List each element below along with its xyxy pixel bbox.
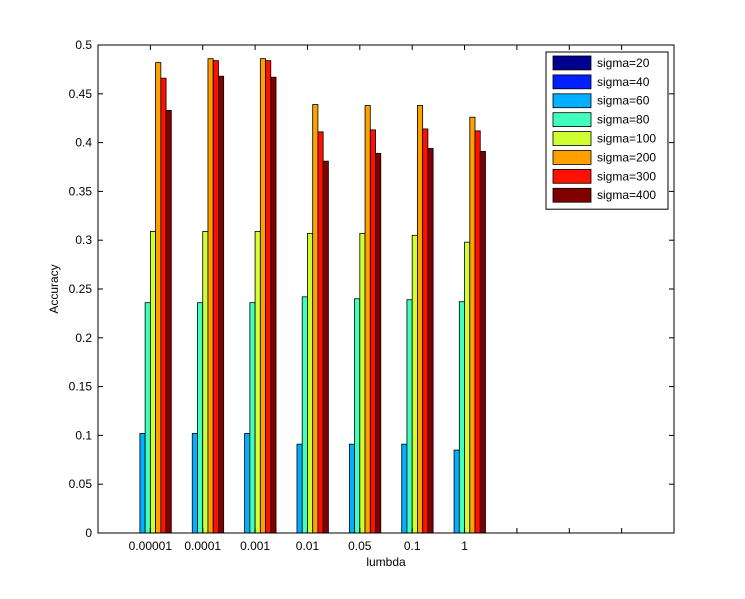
bar-sigma-200-0.00001	[155, 62, 162, 534]
bar-sigma-100-0.1	[411, 234, 418, 534]
y-tick-label: 0.35	[69, 184, 93, 198]
y-axis: 0 0.05 0.1 0.15 0.2 0.25 0.3 0.35 0.4 0.45 0.5	[69, 38, 674, 540]
legend-swatch	[552, 131, 592, 146]
legend-label: sigma=20	[597, 56, 650, 70]
x-tick-label: 0.1	[404, 539, 421, 553]
bar-sigma-400-0.0001	[218, 75, 225, 534]
legend-swatch	[552, 74, 592, 90]
bar-sigma-300-0.01	[317, 131, 324, 534]
bar-sigma-400-0.05	[375, 152, 382, 534]
bar-sigma-200-0.1	[417, 105, 424, 534]
bar-sigma-60-0.1	[401, 443, 408, 534]
bar-sigma-80-0.01	[301, 296, 308, 534]
y-tick-label: 0.1	[75, 428, 92, 442]
bar-sigma-400-0.01	[322, 160, 329, 534]
y-tick-label: 0.25	[69, 282, 93, 296]
bar-sigma-300-0.001	[265, 60, 272, 534]
legend-label: sigma=300	[597, 169, 656, 183]
bar-sigma-80-0.1	[406, 299, 413, 534]
y-tick-label: 0	[85, 526, 92, 540]
bar-sigma-300-0.00001	[160, 77, 167, 534]
legend-swatch	[552, 55, 592, 71]
bar-sigma-400-0.001	[270, 76, 277, 534]
bar-sigma-400-1	[479, 150, 486, 534]
bar-sigma-60-1	[453, 449, 460, 534]
legend-label: sigma=100	[597, 132, 656, 146]
bar-sigma-200-0.05	[364, 105, 371, 534]
y-tick-label: 0.05	[69, 477, 93, 491]
legend-swatch	[552, 112, 592, 127]
bar-sigma-300-0.1	[422, 128, 429, 534]
legend-label: sigma=60	[597, 94, 650, 108]
bar-sigma-80-0.0001	[197, 302, 204, 534]
bar-sigma-100-0.001	[254, 231, 261, 534]
legend-label: sigma=80	[597, 113, 650, 127]
y-tick-label: 0.45	[69, 87, 93, 101]
bar-sigma-80-0.00001	[144, 302, 151, 534]
bar-sigma-100-0.00001	[149, 231, 157, 534]
x-tick-label: 0.01	[296, 539, 320, 553]
x-tick-label: 1	[461, 539, 468, 553]
y-tick-label: 0.2	[75, 331, 92, 345]
bar-sigma-100-0.01	[307, 232, 314, 534]
x-axis: 0.00001 0.0001 0.001 0.01 0.05 0.1 1	[129, 45, 623, 553]
bar-sigma-200-0.01	[312, 104, 319, 534]
bar-sigma-100-0.0001	[202, 231, 209, 534]
bar-sigma-80-0.001	[249, 302, 256, 534]
bar-sigma-300-0.0001	[212, 60, 219, 534]
bar-sigma-200-1	[469, 116, 476, 534]
bar-sigma-400-0.00001	[165, 109, 172, 534]
bar-sigma-200-0.001	[259, 58, 266, 534]
bar-sigma-60-0.0001	[191, 433, 198, 534]
bar-sigma-80-1	[458, 301, 465, 534]
legend-swatch	[552, 187, 592, 203]
legend-swatch	[552, 168, 592, 184]
legend: sigma=20 sigma=40 sigma=60 sigma=80 sigma=10…	[545, 51, 669, 210]
bar-sigma-80-0.05	[354, 298, 361, 534]
x-tick-label: 0.001	[240, 539, 270, 553]
bar-sigma-60-0.00001	[139, 433, 146, 534]
legend-label: sigma=40	[597, 75, 650, 89]
x-tick-label: 0.05	[348, 539, 372, 553]
bar-sigma-400-0.1	[427, 148, 434, 534]
y-tick-label: 0.15	[69, 380, 93, 394]
bar-sigma-300-0.05	[369, 129, 376, 534]
bar-sigma-60-0.05	[348, 443, 355, 534]
legend-label: sigma=200	[597, 150, 656, 164]
bar-sigma-200-0.0001	[207, 58, 214, 534]
legend-swatch	[552, 150, 592, 165]
bar-sigma-60-0.01	[296, 443, 303, 534]
bar-sigma-60-0.001	[244, 433, 251, 534]
bar-sigma-100-1	[464, 241, 471, 534]
y-tick-label: 0.3	[75, 233, 92, 247]
x-axis-label: lumbda	[366, 555, 406, 569]
y-tick-label: 0.4	[75, 136, 92, 150]
x-tick-label: 0.00001	[129, 539, 173, 553]
y-axis-label: Accuracy	[47, 264, 61, 313]
x-tick-label: 0.0001	[184, 539, 221, 553]
bar-sigma-300-1	[474, 130, 481, 534]
legend-swatch	[552, 93, 592, 109]
bar-sigma-100-0.05	[359, 232, 366, 534]
legend-label: sigma=400	[597, 188, 656, 202]
y-tick-label: 0.5	[75, 38, 92, 52]
